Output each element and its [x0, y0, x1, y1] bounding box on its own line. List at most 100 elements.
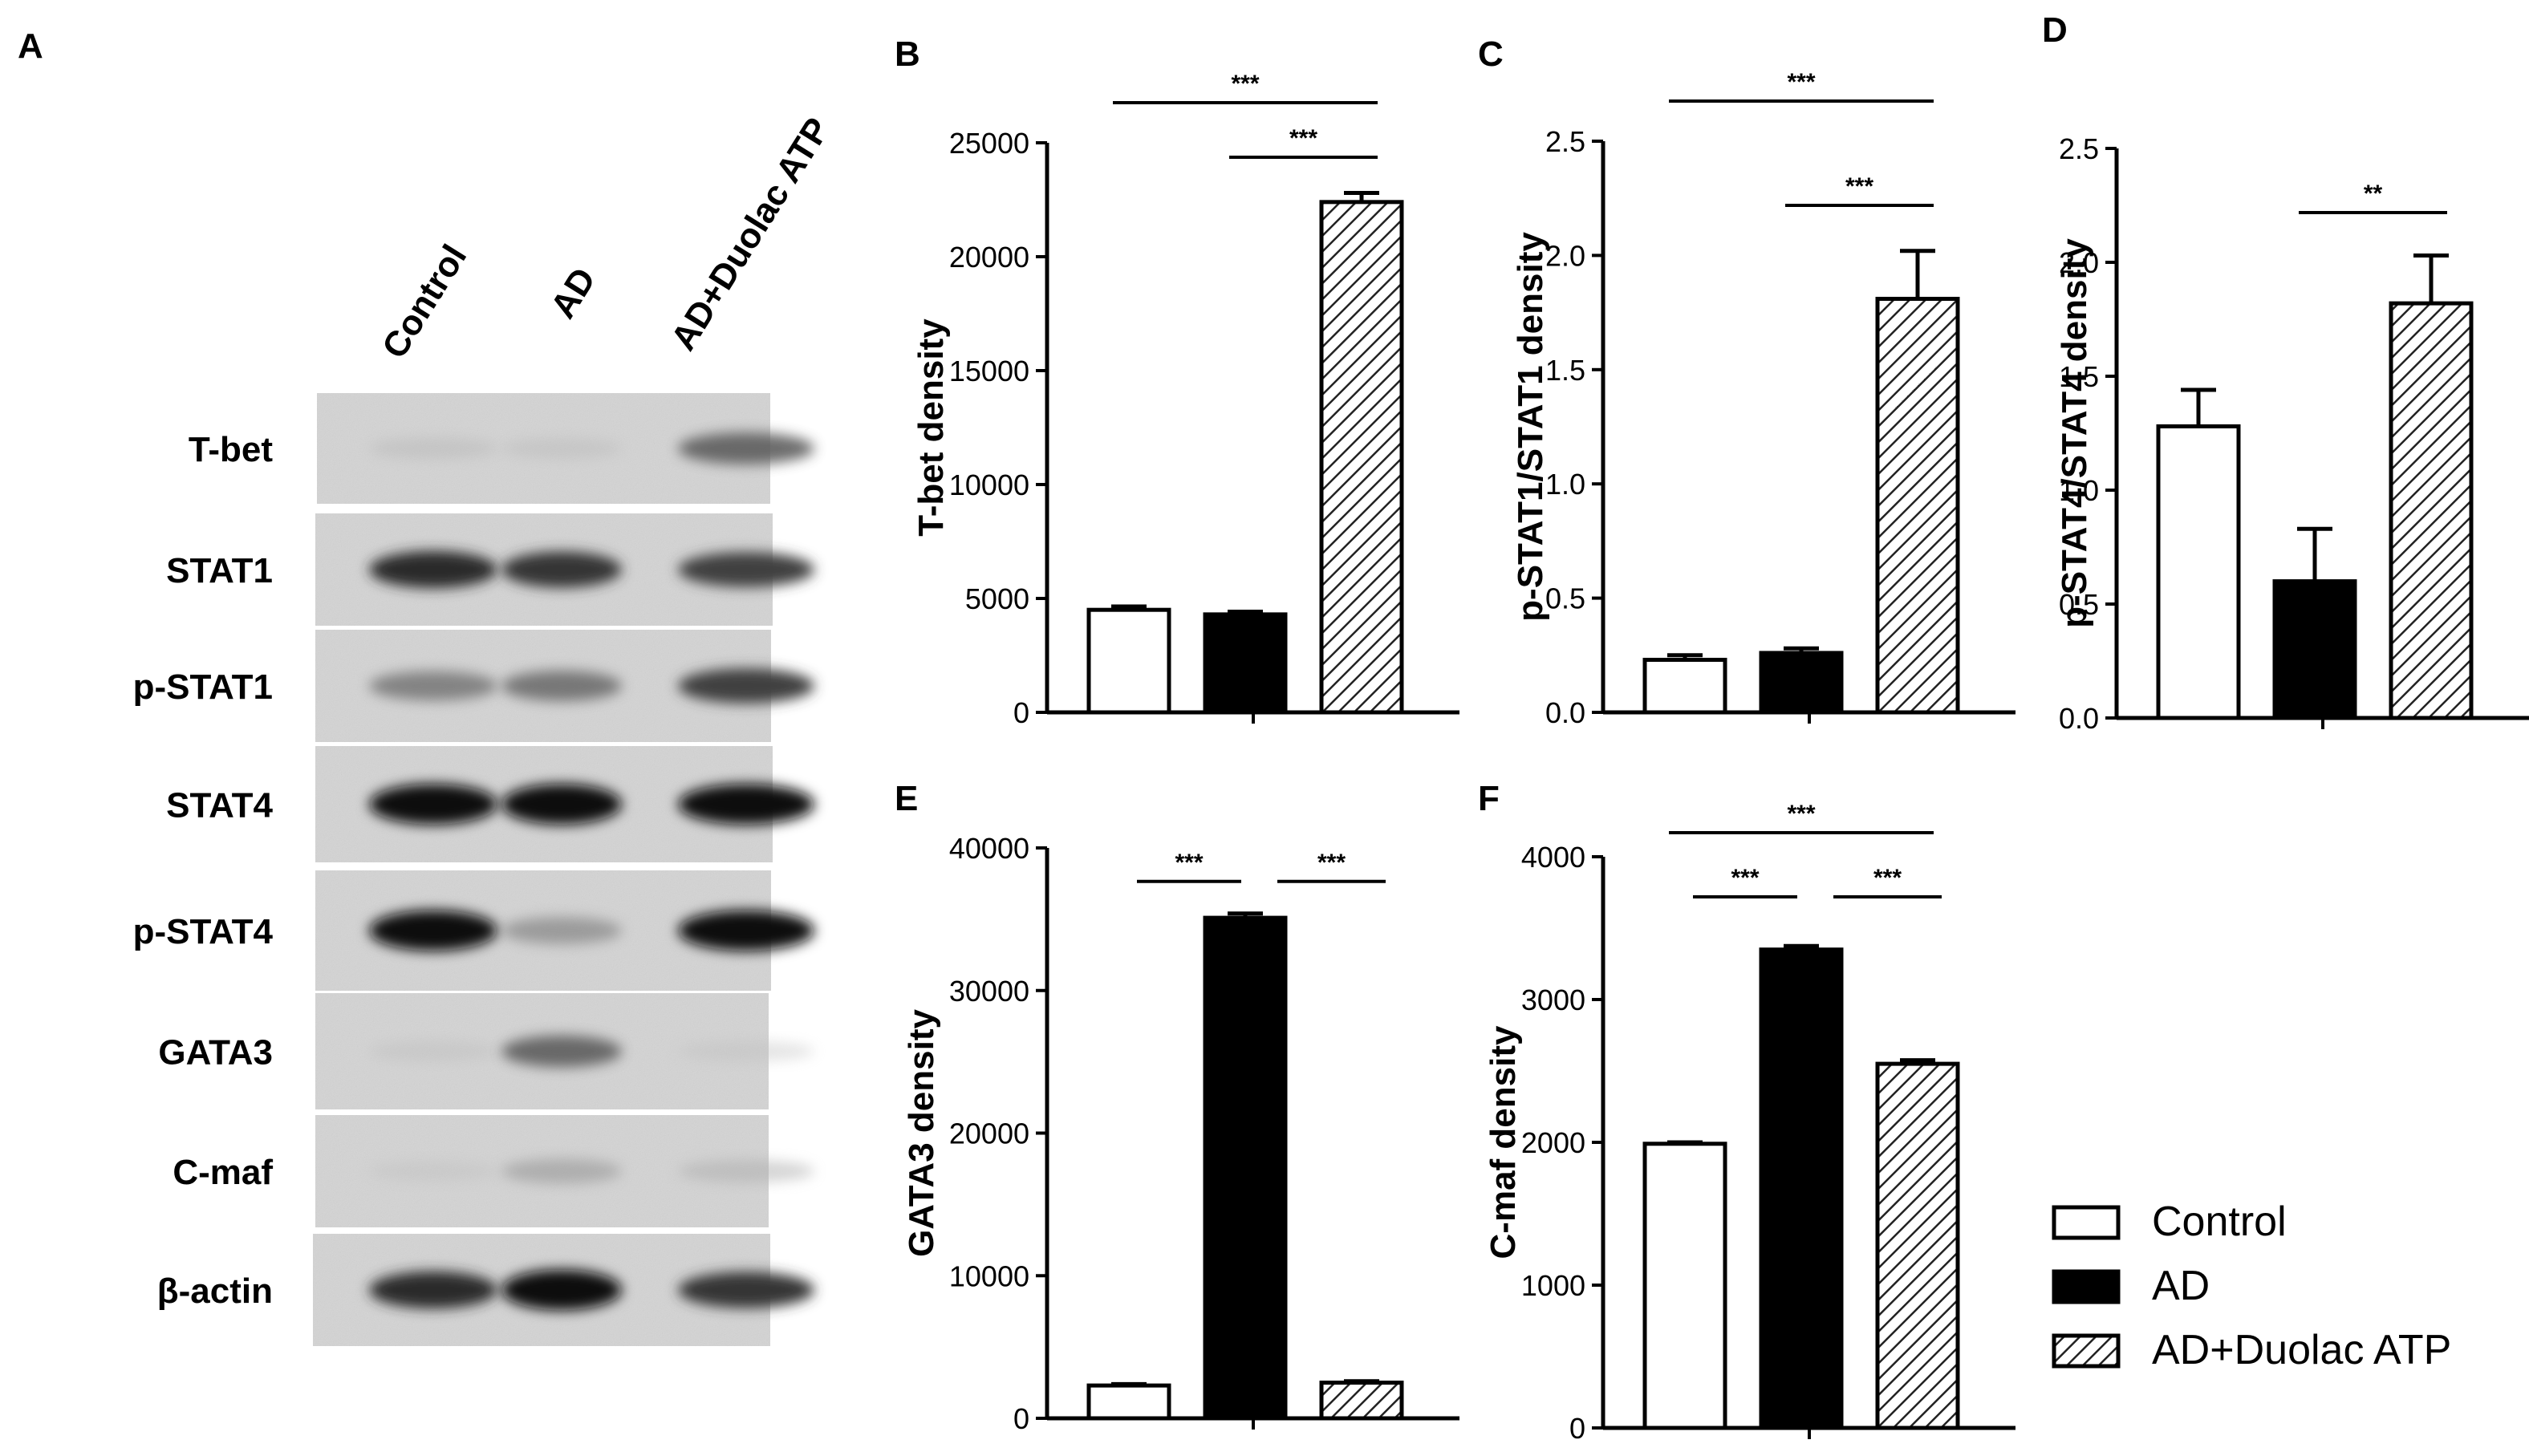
panel-label-e: E [895, 779, 918, 818]
blot-band [501, 437, 622, 460]
blot-label-t-bet: T-bet [189, 430, 273, 469]
blot-band [678, 432, 814, 464]
significance-label: *** [1317, 850, 1346, 876]
panel-d: D 0.0 0.5 1.0 1.5 2.0 2.5 p-STAT4/STAT4 densit… [2042, 10, 2529, 735]
blot-row-stat4: STAT4 [166, 746, 814, 862]
y-tick-label: 20000 [949, 1117, 1029, 1150]
legend-swatch-control [2052, 1205, 2121, 1240]
bar-control [1086, 1383, 1171, 1421]
y-tick-label: 2.0 [2059, 246, 2099, 279]
panel-label-f: F [1478, 779, 1500, 818]
blot-label-actin: β-actin [157, 1271, 273, 1311]
y-tick-label: 0.5 [1545, 582, 1585, 615]
y-tick-label: 4000 [1521, 841, 1585, 874]
y-tick-label: 2.5 [1545, 125, 1585, 158]
blot-row-t-bet: T-bet [189, 393, 814, 504]
y-tick-label: 25000 [949, 127, 1029, 160]
y-tick-label: 1.0 [1545, 468, 1585, 501]
significance-label: ** [2364, 180, 2383, 207]
bar-ad-duolac-atp [1319, 200, 1404, 715]
blot-band [678, 784, 814, 825]
y-tick-label: 10000 [949, 1259, 1029, 1292]
legend-label-control: Control [2152, 1198, 2287, 1245]
panel-e: E 0 10000 20000 30000 40000 GATA3 density *** *… [895, 779, 1459, 1435]
significance-label: *** [1289, 125, 1317, 152]
y-axis-title: p-STAT1/STAT1 density [1511, 232, 1550, 622]
bar-ad [1759, 651, 1844, 715]
blot-row-c-maf: C-maf [173, 1115, 814, 1227]
bar-ad [2272, 579, 2357, 720]
y-tick-label: 20000 [949, 241, 1029, 274]
y-tick-label: 1.5 [2059, 360, 2099, 393]
y-tick-label: 0.5 [2059, 588, 2099, 621]
y-tick-label: 2.0 [1545, 239, 1585, 272]
y-axis-title: T-bet density [911, 318, 951, 537]
blot-label-p-stat4: p-STAT4 [133, 912, 274, 951]
blot-band [501, 917, 622, 944]
bar-ad-duolac-atp [1875, 1061, 1960, 1430]
blot-band [369, 437, 497, 460]
blot-band [369, 671, 497, 701]
blot-row-gata3: GATA3 [158, 993, 814, 1109]
bar-control [2156, 424, 2241, 720]
legend-swatch-ad-duolac [2052, 1333, 2121, 1369]
blot-rows: T-bet STAT1 p-STAT1 STAT4 p-STAT4 GATA3 C-maf β… [133, 393, 814, 1346]
legend-swatch-ad [2052, 1269, 2121, 1304]
significance-label: *** [1787, 801, 1815, 827]
y-axis-title: p-STAT4/STAT4 density [2055, 238, 2094, 628]
panel-f: F 0 1000 2000 3000 4000 C-maf density *** *** **… [1478, 779, 2015, 1445]
blot-label-gata3: GATA3 [158, 1033, 273, 1073]
significance-label: *** [1731, 865, 1759, 891]
blot-label-c-maf: C-maf [173, 1153, 273, 1192]
blot-band [678, 910, 814, 951]
bar-ad [1759, 947, 1844, 1430]
y-tick-label: 40000 [949, 832, 1029, 865]
significance-label: *** [1787, 69, 1815, 95]
lane-label-control: Control [375, 238, 474, 366]
panel-label-c: C [1478, 34, 1504, 74]
bar-control [1086, 607, 1171, 715]
blot-row-p-stat1: p-STAT1 [133, 630, 814, 742]
legend-label-ad: AD [2152, 1263, 2210, 1309]
blot-band [501, 1035, 622, 1068]
y-tick-label: 3000 [1521, 984, 1585, 1016]
y-tick-label: 5000 [965, 582, 1029, 615]
lane-label-ad: AD [543, 261, 603, 325]
blot-band [678, 668, 814, 704]
y-tick-label: 2000 [1521, 1126, 1585, 1159]
y-tick-label: 2.5 [2059, 132, 2099, 165]
y-tick-label: 1.5 [1545, 354, 1585, 387]
bar-ad-duolac-atp [1875, 297, 1960, 715]
y-axis-title: GATA3 density [902, 1009, 941, 1257]
blot-band [678, 1159, 814, 1183]
legend-label-ad-duolac: AD+Duolac ATP [2152, 1327, 2451, 1373]
y-tick-label: 0 [1013, 1402, 1029, 1435]
blot-band [369, 550, 497, 589]
blot-row-p-stat4: p-STAT4 [133, 870, 814, 991]
blot-row-actin: β-actin [157, 1234, 814, 1346]
y-tick-label: 30000 [949, 975, 1029, 1008]
blot-band [501, 1158, 622, 1184]
y-tick-label: 10000 [949, 468, 1029, 501]
blot-band [501, 784, 622, 825]
blot-band [369, 1271, 497, 1309]
significance-label: *** [1175, 850, 1203, 876]
blot-band [678, 1040, 814, 1062]
lane-labels: Control AD AD+Duolac ATP [375, 111, 838, 365]
blot-label-p-stat1: p-STAT1 [133, 667, 273, 707]
blot-band [678, 552, 814, 587]
legend: Control AD AD+Duolac ATP [2052, 1198, 2451, 1373]
panel-c: C 0.0 0.5 1.0 1.5 2.0 2.5 p-STAT1/STAT1 densit… [1478, 34, 2015, 729]
panel-label-b: B [895, 34, 920, 74]
panel-label-a: A [18, 26, 43, 66]
significance-label: *** [1873, 865, 1902, 891]
bar-ad [1203, 915, 1288, 1421]
significance-label: *** [1231, 71, 1259, 97]
blot-band [678, 1271, 814, 1308]
bar-control [1642, 1142, 1727, 1430]
bar-ad-duolac-atp [1319, 1381, 1404, 1421]
y-tick-label: 0 [1569, 1412, 1585, 1445]
blot-label-stat4: STAT4 [166, 786, 273, 825]
panel-b: B 0 5000 10000 15000 20000 25000 T-bet density… [895, 34, 1459, 729]
